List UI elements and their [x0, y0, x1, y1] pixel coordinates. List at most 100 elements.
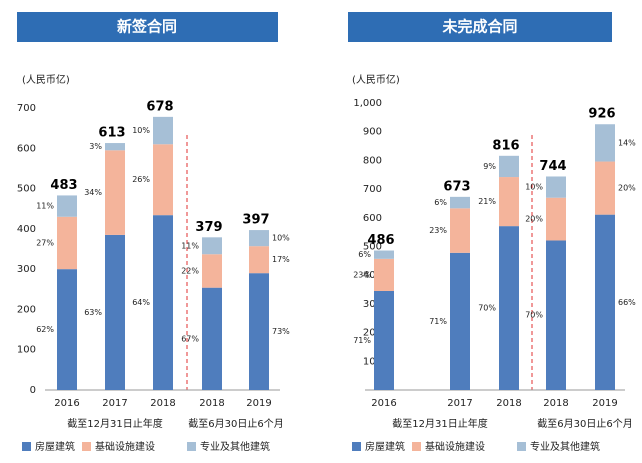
legend-swatch	[352, 442, 361, 451]
share-label: 71%	[429, 317, 447, 326]
share-label: 11%	[36, 202, 54, 211]
share-label: 23%	[429, 226, 447, 235]
bar-segment	[57, 269, 77, 390]
bar-segment	[249, 273, 269, 390]
share-label: 67%	[181, 334, 199, 343]
chart-title: 未完成合同	[441, 18, 517, 36]
bar-segment	[499, 177, 519, 227]
bar-segment	[57, 195, 77, 217]
x-tick-label: 2017	[447, 398, 472, 409]
y-tick-label: 300	[17, 264, 36, 275]
share-label: 62%	[36, 325, 54, 334]
total-label: 379	[195, 220, 222, 235]
y-tick-label: 100	[17, 345, 36, 356]
y-tick-label: 500	[17, 184, 36, 195]
bar-segment	[374, 258, 394, 291]
x-tick-label: 2017	[102, 398, 127, 409]
share-label: 70%	[478, 304, 496, 313]
total-label: 397	[242, 213, 269, 228]
bar-segment	[57, 216, 77, 270]
share-label: 6%	[358, 250, 371, 259]
total-label: 613	[98, 126, 125, 141]
share-label: 66%	[618, 298, 636, 307]
share-label: 3%	[89, 142, 102, 151]
bar-segment	[202, 287, 222, 390]
bar-segment	[153, 116, 173, 145]
title-box	[17, 12, 278, 42]
bar-segment	[374, 290, 394, 390]
share-label: 63%	[84, 308, 102, 317]
y-tick-label: 700	[17, 103, 36, 114]
bar-segment	[105, 234, 125, 390]
bar-segment	[499, 155, 519, 178]
y-tick-label: 0	[30, 385, 36, 396]
total-label: 816	[492, 138, 519, 153]
share-label: 14%	[618, 138, 636, 147]
legend-swatch	[412, 442, 421, 451]
legend-swatch	[187, 442, 196, 451]
share-label: 20%	[525, 215, 543, 224]
chart-title: 新签合同	[117, 18, 177, 36]
share-label: 71%	[353, 336, 371, 345]
y-tick-label: 900	[363, 127, 382, 138]
x-tick-label: 2018	[199, 398, 224, 409]
bar-segment	[105, 150, 125, 235]
share-label: 20%	[618, 184, 636, 193]
legend-label: 专业及其他建筑	[530, 440, 600, 453]
total-label: 673	[443, 179, 470, 194]
group-label: 截至6月30日止6个月	[188, 417, 283, 430]
bar-segment	[546, 176, 566, 198]
x-tick-label: 2019	[246, 398, 271, 409]
bar-segment	[450, 208, 470, 253]
y-tick-label: 800	[363, 155, 382, 166]
bar-segment	[202, 237, 222, 255]
share-label: 17%	[272, 255, 290, 264]
legend-label: 房屋建筑	[35, 440, 75, 453]
y-tick-label: 100	[363, 356, 382, 367]
y-tick-label: 500	[363, 242, 382, 253]
x-tick-label: 2016	[371, 398, 396, 409]
bar-segment	[374, 250, 394, 259]
share-label: 27%	[36, 238, 54, 247]
y-tick-label: 700	[363, 184, 382, 195]
bar-segment	[153, 215, 173, 390]
y-tick-label: 600	[363, 213, 382, 224]
x-tick-label: 2018	[496, 398, 521, 409]
x-tick-label: 2018	[543, 398, 568, 409]
share-label: 34%	[84, 188, 102, 197]
share-label: 10%	[132, 126, 150, 135]
group-label: 截至6月30日止6个月	[537, 417, 632, 430]
legend-swatch	[82, 442, 91, 451]
bar-segment	[499, 226, 519, 390]
bar-segment	[249, 246, 269, 274]
bar-segment	[546, 240, 566, 390]
share-label: 6%	[434, 198, 447, 207]
y-tick-label: 1,000	[353, 98, 382, 109]
y-tick-label: 400	[17, 224, 36, 235]
x-tick-label: 2016	[54, 398, 79, 409]
bar-segment	[450, 196, 470, 209]
share-label: 10%	[525, 183, 543, 192]
total-label: 926	[588, 107, 615, 122]
bar-segment	[202, 254, 222, 288]
bar-segment	[450, 252, 470, 390]
group-label: 截至12月31日止年度	[67, 417, 162, 430]
legend-label: 基础设施建设	[425, 440, 485, 453]
title-box	[348, 12, 612, 42]
total-label: 486	[367, 233, 394, 248]
x-tick-label: 2019	[592, 398, 617, 409]
share-label: 22%	[181, 266, 199, 275]
y-tick-label: 200	[17, 304, 36, 315]
share-label: 23%	[353, 270, 371, 279]
x-tick-label: 2018	[150, 398, 175, 409]
share-label: 26%	[132, 175, 150, 184]
bar-segment	[595, 124, 615, 162]
total-label: 483	[50, 178, 77, 193]
total-label: 678	[146, 99, 173, 114]
share-label: 64%	[132, 298, 150, 307]
legend-swatch	[517, 442, 526, 451]
y-tick-label: 300	[363, 299, 382, 310]
y-tick-label: 400	[363, 270, 382, 281]
y-tick-label: 600	[17, 143, 36, 154]
